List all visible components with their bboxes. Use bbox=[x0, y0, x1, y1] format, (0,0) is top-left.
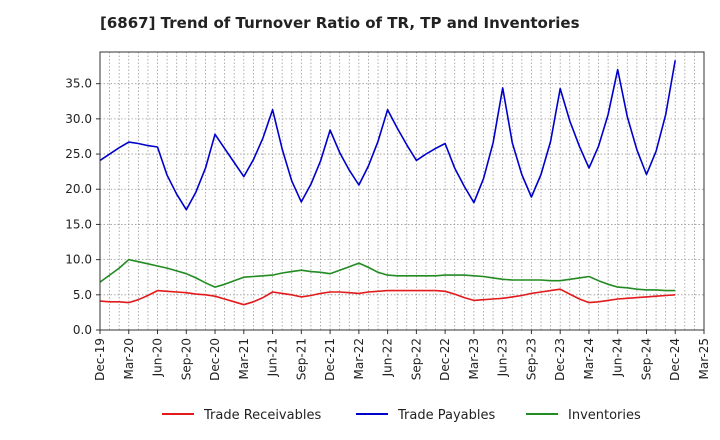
x-tick-label: Mar-24 bbox=[582, 338, 596, 379]
x-tick-label: Mar-25 bbox=[697, 338, 711, 379]
y-tick-label: 20.0 bbox=[65, 182, 92, 196]
x-tick-label: Jun-22 bbox=[381, 338, 395, 377]
x-tick-label: Jun-21 bbox=[266, 338, 280, 377]
y-tick-label: 35.0 bbox=[65, 77, 92, 91]
legend-label: Trade Payables bbox=[397, 408, 495, 423]
y-tick-label: 0.0 bbox=[73, 323, 92, 337]
x-tick-label: Jun-23 bbox=[496, 338, 510, 377]
legend-label: Trade Receivables bbox=[203, 408, 321, 423]
x-tick-label: Mar-23 bbox=[467, 338, 481, 379]
x-tick-label: Dec-21 bbox=[323, 338, 337, 381]
legend-label: Inventories bbox=[568, 408, 641, 423]
series-line-inventories bbox=[99, 258, 676, 292]
x-tick-label: Dec-22 bbox=[438, 338, 452, 381]
legend-item-trade-payables: Trade Payables bbox=[356, 408, 495, 423]
legend: Trade Receivables Trade Payables Inventori… bbox=[162, 408, 641, 423]
x-tick-label: Dec-19 bbox=[93, 338, 107, 381]
y-tick-label: 15.0 bbox=[65, 217, 92, 231]
x-tick-label: Sep-24 bbox=[639, 338, 653, 380]
series-line-trade-payables bbox=[99, 60, 676, 211]
legend-item-inventories: Inventories bbox=[526, 408, 641, 423]
legend-item-trade-receivables: Trade Receivables bbox=[162, 408, 321, 423]
chart-title: [6867] Trend of Turnover Ratio of TR, TP… bbox=[100, 14, 580, 32]
x-tick-label: Mar-22 bbox=[352, 338, 366, 379]
x-tick-label: Sep-22 bbox=[409, 338, 423, 380]
x-tick-label: Sep-21 bbox=[294, 338, 308, 380]
x-tick-label: Dec-23 bbox=[553, 338, 567, 381]
x-tick-label: Sep-23 bbox=[524, 338, 538, 380]
grid-layer bbox=[100, 52, 704, 330]
y-tick-label: 30.0 bbox=[65, 112, 92, 126]
y-tick-label: 10.0 bbox=[65, 253, 92, 267]
x-tick-label: Jun-20 bbox=[151, 338, 165, 377]
x-tick-label: Mar-20 bbox=[122, 338, 136, 379]
x-tick-label: Sep-20 bbox=[179, 338, 193, 380]
plot-frame bbox=[99, 51, 705, 331]
x-tick-label: Dec-20 bbox=[208, 338, 222, 381]
y-tick-label: 25.0 bbox=[65, 147, 92, 161]
x-tick-label: Dec-24 bbox=[668, 338, 682, 381]
x-tick-label: Jun-24 bbox=[611, 338, 625, 377]
axis-layer: Dec-19 Mar-20 Jun-20 Sep-20 Dec-20 Mar-21 Jun-… bbox=[65, 77, 711, 381]
series-layer bbox=[99, 60, 676, 306]
series-line-trade-receivables bbox=[99, 288, 676, 306]
y-tick-label: 5.0 bbox=[73, 288, 92, 302]
x-tick-label: Mar-21 bbox=[237, 338, 251, 379]
